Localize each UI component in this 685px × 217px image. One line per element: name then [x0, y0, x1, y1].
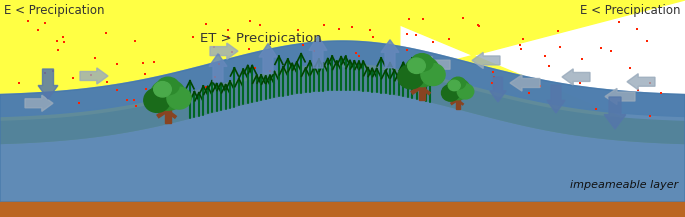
- Ellipse shape: [167, 87, 191, 109]
- Ellipse shape: [446, 79, 470, 100]
- FancyArrow shape: [562, 69, 590, 85]
- Ellipse shape: [421, 64, 445, 85]
- Polygon shape: [0, 41, 685, 117]
- Ellipse shape: [151, 79, 186, 110]
- Text: E < Precipication: E < Precipication: [4, 4, 105, 17]
- Bar: [456, 95, 460, 109]
- FancyArrow shape: [490, 77, 506, 102]
- FancyArrow shape: [38, 69, 58, 99]
- FancyArrow shape: [510, 75, 540, 91]
- Bar: [419, 80, 425, 100]
- FancyArrow shape: [472, 52, 500, 69]
- Polygon shape: [0, 0, 400, 143]
- FancyArrow shape: [381, 40, 399, 68]
- FancyArrow shape: [605, 88, 635, 105]
- Ellipse shape: [144, 88, 170, 112]
- Text: E < Precipication: E < Precipication: [580, 4, 681, 17]
- Ellipse shape: [153, 82, 171, 97]
- Polygon shape: [0, 41, 685, 202]
- FancyArrow shape: [80, 68, 108, 84]
- Polygon shape: [0, 68, 685, 143]
- Bar: [165, 104, 171, 123]
- Ellipse shape: [411, 54, 433, 71]
- FancyArrow shape: [25, 95, 53, 111]
- FancyArrow shape: [604, 97, 626, 129]
- Polygon shape: [340, 0, 685, 143]
- FancyArrow shape: [210, 43, 238, 59]
- Ellipse shape: [448, 80, 460, 91]
- FancyArrow shape: [547, 85, 565, 113]
- Bar: [0, 202, 685, 217]
- Ellipse shape: [408, 58, 425, 74]
- Ellipse shape: [442, 85, 460, 101]
- Text: ET > Precipication: ET > Precipication: [200, 32, 322, 45]
- FancyArrow shape: [420, 57, 450, 73]
- Ellipse shape: [404, 56, 440, 87]
- FancyArrow shape: [309, 36, 327, 68]
- Text: impeameable layer: impeameable layer: [570, 180, 678, 190]
- Ellipse shape: [458, 84, 474, 99]
- Ellipse shape: [157, 77, 179, 95]
- FancyArrow shape: [627, 74, 655, 90]
- FancyArrow shape: [259, 44, 277, 74]
- Ellipse shape: [451, 77, 466, 89]
- Ellipse shape: [398, 65, 424, 89]
- FancyArrow shape: [209, 54, 227, 82]
